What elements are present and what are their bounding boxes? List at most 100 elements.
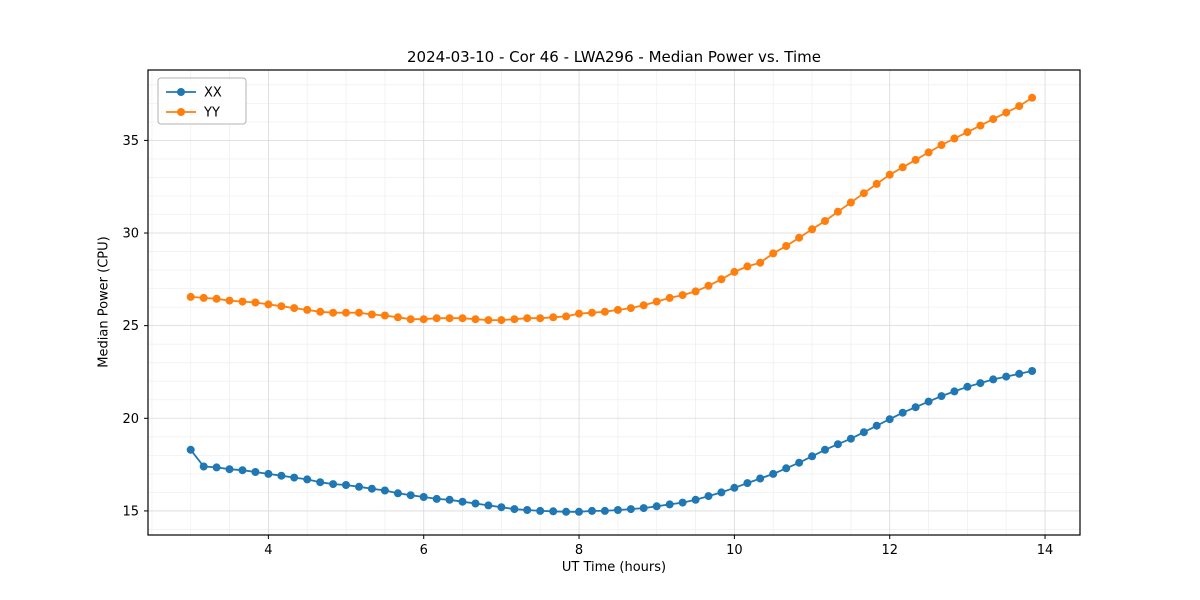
marker	[665, 500, 674, 509]
marker	[562, 312, 571, 321]
svg-text:35: 35	[122, 134, 139, 149]
marker	[458, 314, 467, 323]
marker	[290, 304, 299, 313]
marker	[238, 466, 247, 475]
marker	[225, 296, 234, 305]
marker	[277, 302, 286, 311]
marker	[821, 445, 829, 454]
svg-text:6: 6	[420, 543, 428, 558]
marker	[717, 488, 726, 497]
marker	[600, 307, 609, 316]
marker	[976, 121, 985, 130]
marker	[471, 315, 480, 324]
major-gridlines	[148, 70, 1080, 535]
marker	[950, 134, 959, 143]
marker	[458, 497, 467, 506]
marker	[743, 262, 752, 271]
marker	[756, 258, 765, 267]
svg-text:25: 25	[122, 319, 139, 334]
marker	[859, 189, 868, 198]
marker	[885, 415, 894, 424]
marker	[924, 397, 933, 406]
marker	[600, 506, 609, 515]
marker	[898, 408, 907, 417]
marker	[536, 506, 545, 515]
y-tick-labels: 15 20 25 30 35	[122, 134, 139, 520]
marker	[355, 308, 363, 317]
marker	[419, 493, 428, 501]
marker	[406, 491, 415, 500]
svg-text:4: 4	[264, 543, 272, 558]
marker	[588, 506, 596, 515]
marker	[355, 482, 363, 491]
marker	[316, 478, 325, 487]
marker	[471, 499, 480, 508]
marker	[303, 305, 312, 314]
marker	[264, 469, 273, 478]
marker	[290, 473, 299, 482]
marker	[665, 293, 674, 302]
marker	[329, 480, 338, 489]
marker	[626, 304, 635, 313]
marker	[704, 281, 713, 290]
marker	[950, 387, 959, 396]
svg-text:8: 8	[575, 543, 583, 558]
marker	[549, 313, 558, 322]
marker	[730, 483, 739, 492]
marker	[406, 315, 415, 324]
marker	[782, 242, 791, 250]
marker	[432, 314, 441, 323]
marker	[393, 489, 402, 498]
marker	[251, 298, 260, 307]
marker	[497, 503, 506, 512]
marker	[1015, 102, 1024, 111]
marker	[898, 163, 907, 172]
marker	[626, 505, 635, 514]
marker	[730, 267, 739, 276]
marker	[782, 464, 791, 473]
svg-text:14: 14	[1037, 543, 1054, 558]
svg-text:10: 10	[726, 543, 743, 558]
marker	[976, 379, 985, 388]
marker	[795, 233, 804, 242]
marker	[846, 434, 855, 443]
marker	[911, 155, 920, 164]
chart-title: 2024-03-10 - Cor 46 - LWA296 - Median Po…	[407, 48, 821, 66]
svg-text:12: 12	[881, 543, 898, 558]
marker	[743, 479, 752, 488]
marker	[316, 307, 325, 316]
x-ticks	[267, 535, 1046, 539]
marker	[704, 492, 713, 501]
marker	[212, 463, 221, 472]
marker	[380, 311, 389, 320]
marker	[523, 314, 532, 323]
marker	[872, 179, 881, 188]
marker	[717, 275, 726, 284]
marker	[652, 502, 661, 511]
svg-text:XX: XX	[204, 86, 222, 101]
axes-box	[147, 69, 1081, 536]
x-tick-labels: 4 6 8 10 12 14	[264, 543, 1053, 558]
x-axis-label: UT Time (hours)	[561, 560, 667, 575]
marker	[885, 170, 894, 179]
marker	[833, 207, 842, 216]
marker	[678, 291, 687, 300]
marker	[639, 301, 648, 310]
marker	[510, 315, 519, 324]
marker	[613, 506, 622, 514]
svg-text:20: 20	[122, 412, 139, 427]
marker	[562, 507, 571, 516]
marker	[484, 501, 493, 510]
marker	[225, 465, 234, 474]
marker	[1028, 93, 1037, 102]
marker	[212, 294, 221, 303]
marker	[937, 392, 946, 401]
marker	[186, 445, 195, 454]
y-ticks	[144, 139, 148, 512]
marker	[251, 468, 260, 476]
marker	[497, 316, 506, 325]
marker	[536, 314, 545, 323]
marker	[484, 316, 493, 325]
